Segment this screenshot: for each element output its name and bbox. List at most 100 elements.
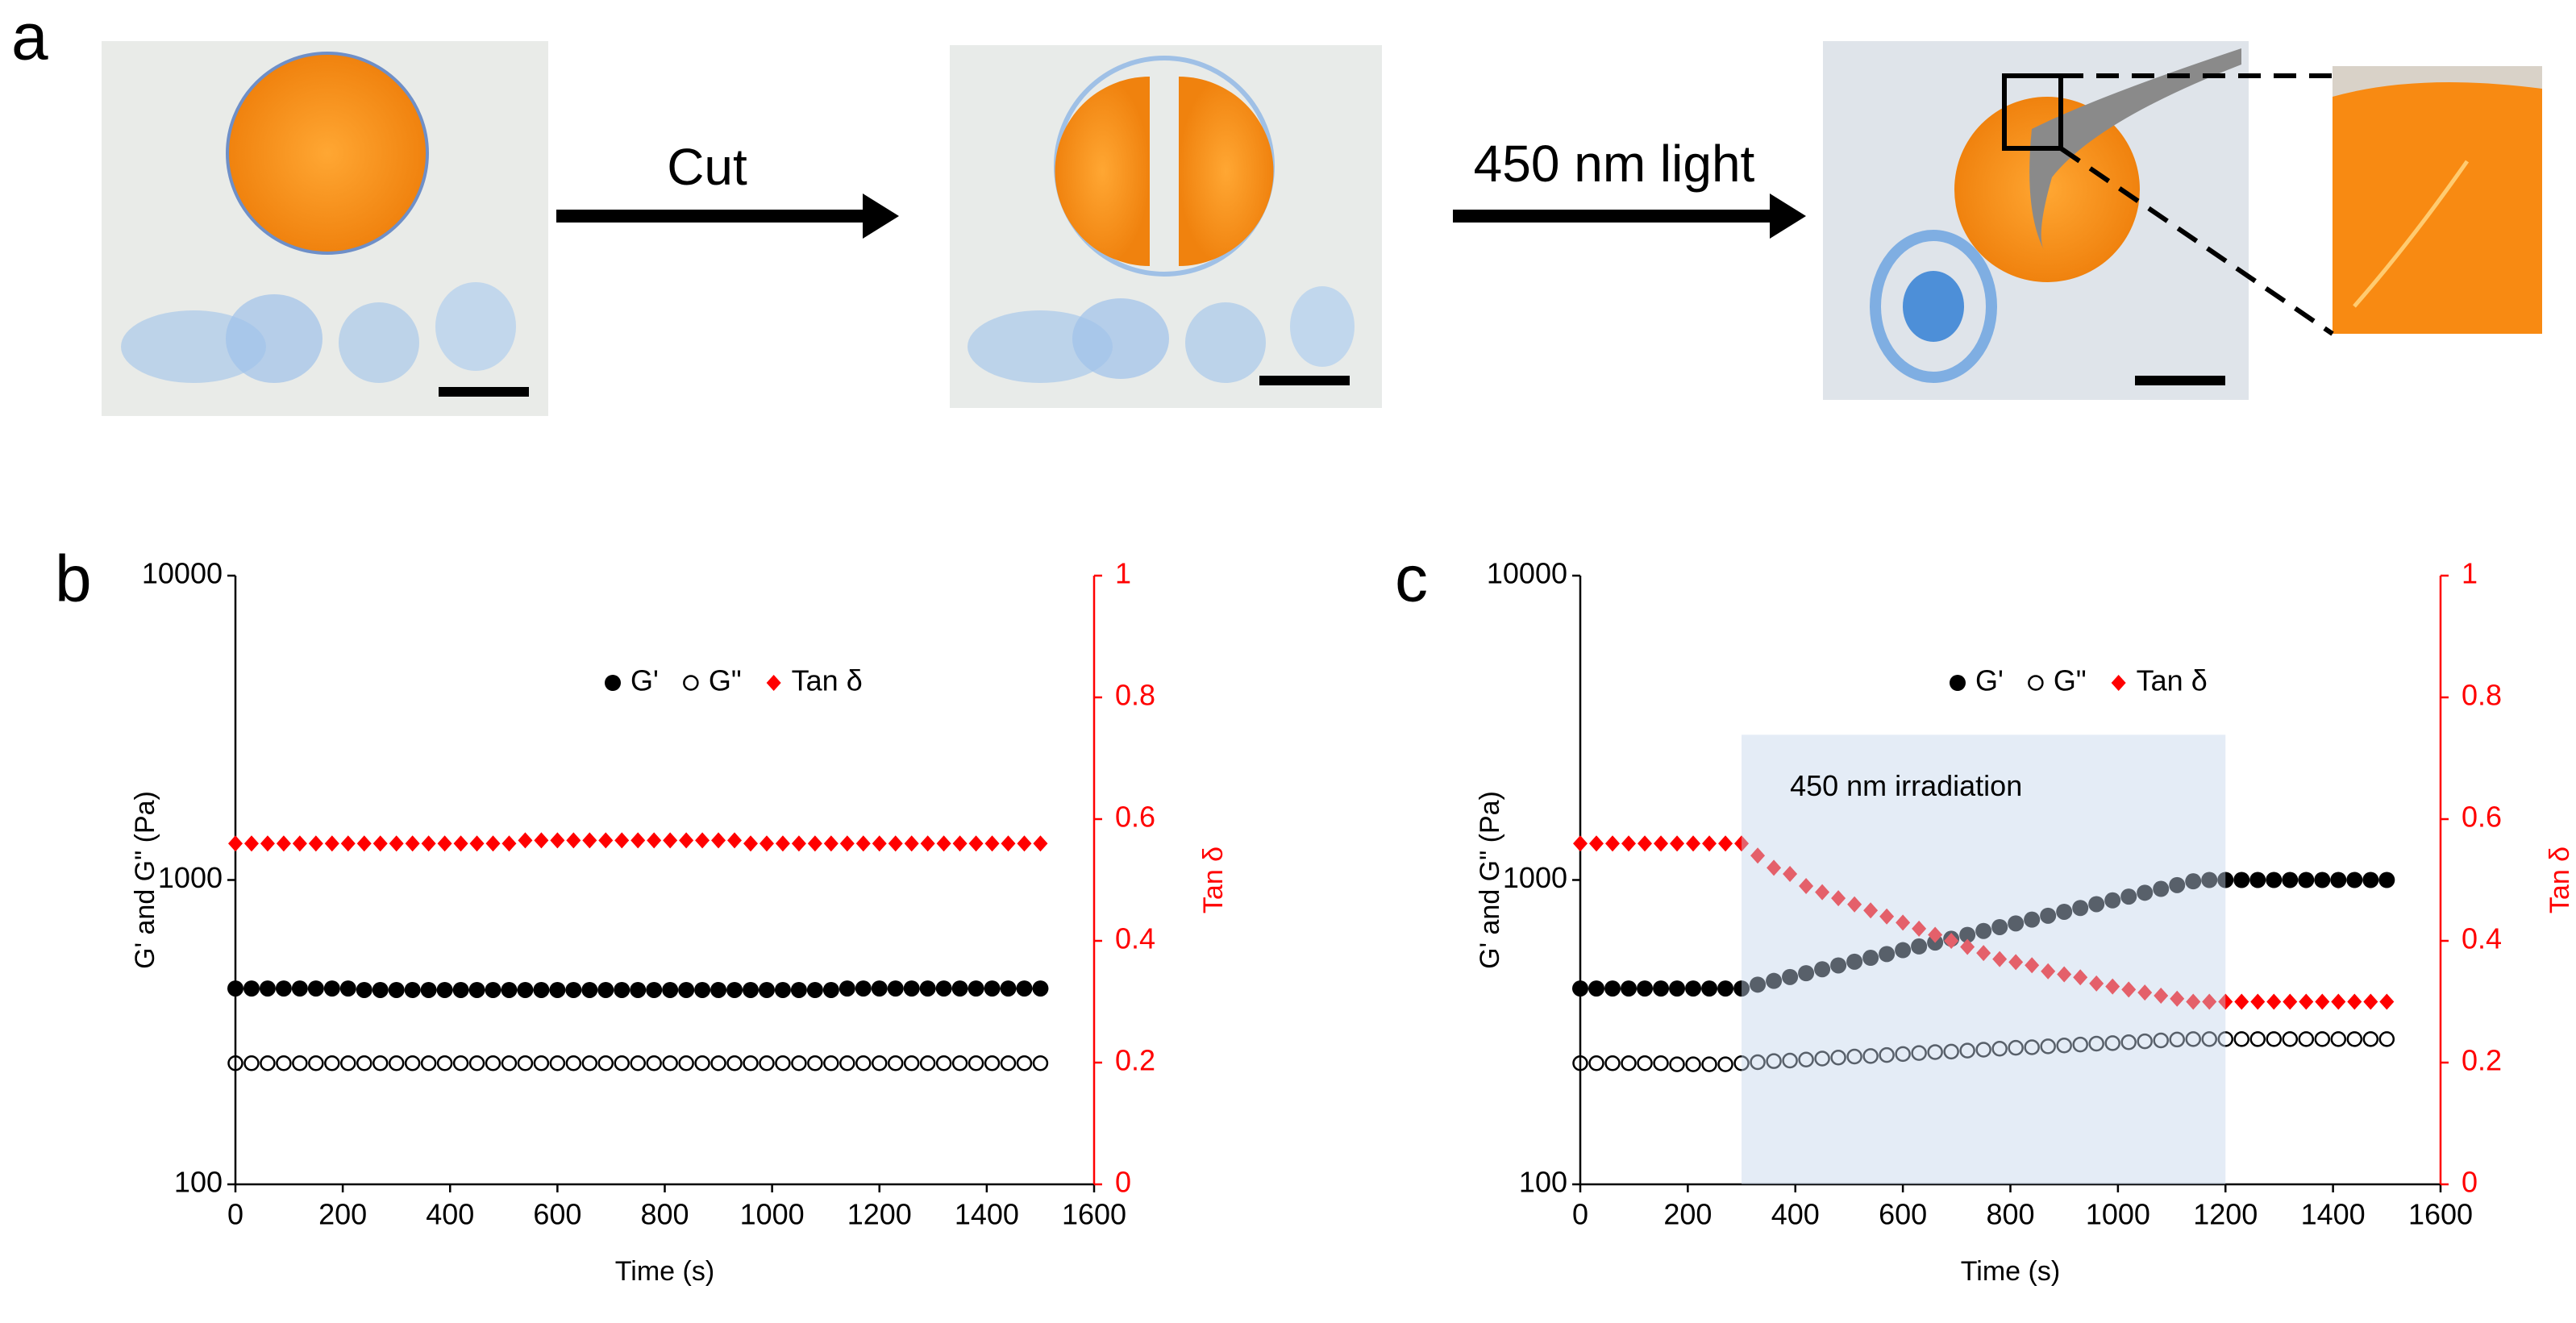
data-point (501, 1055, 518, 1071)
data-point (695, 832, 710, 849)
y-tick-label: 100 (1519, 1166, 1567, 1199)
data-point (2282, 872, 2299, 888)
data-point (518, 832, 533, 849)
data-point (951, 980, 968, 997)
data-point (1734, 835, 1750, 852)
data-point (2154, 987, 2169, 1004)
data-point (597, 981, 614, 998)
data-point (565, 1055, 582, 1071)
data-point (2056, 1037, 2072, 1054)
data-point (1686, 835, 1701, 852)
data-point (1589, 835, 1604, 852)
data-point (2315, 993, 2330, 1010)
data-point (2233, 1031, 2250, 1047)
data-point (1814, 1050, 1830, 1067)
data-point (855, 835, 871, 852)
x-tick-label: 0 (227, 1198, 243, 1231)
data-point (1621, 980, 1638, 997)
data-point (952, 835, 968, 852)
data-point (2088, 896, 2105, 913)
data-point (550, 832, 565, 849)
x-tick-label: 200 (1663, 1198, 1712, 1231)
data-point (1960, 938, 1975, 955)
data-point (887, 1055, 904, 1071)
data-point (1733, 1055, 1750, 1071)
y-axis-title: G' and G" (Pa) (130, 791, 160, 969)
y2-tick-label: 0 (1115, 1166, 1131, 1199)
data-point (984, 1055, 1001, 1071)
data-point (791, 835, 806, 852)
data-point (662, 981, 679, 998)
data-point (1717, 1056, 1733, 1072)
data-point (2201, 1031, 2217, 1047)
data-point (372, 981, 389, 998)
data-point (372, 835, 388, 852)
data-point (2330, 1031, 2347, 1047)
legend-label: G" (709, 664, 742, 697)
x-tick-label: 400 (426, 1198, 474, 1231)
panel-label: a (11, 1, 48, 74)
data-point (904, 835, 919, 852)
data-point (2120, 1034, 2137, 1050)
data-point (968, 980, 984, 997)
data-point (2040, 1038, 2056, 1055)
data-point (1766, 972, 1783, 989)
data-point (1959, 926, 1976, 943)
data-point (1033, 835, 1048, 852)
data-point (1750, 976, 1767, 993)
data-point (276, 835, 291, 852)
data-point (404, 1055, 421, 1071)
data-point (2153, 880, 2170, 897)
data-point (2266, 993, 2282, 1010)
y2-tick-label: 0.4 (2462, 922, 2502, 955)
data-point (533, 981, 550, 998)
data-point (1701, 1056, 1717, 1072)
data-point (1943, 1043, 1959, 1060)
data-point (339, 980, 356, 997)
data-point (534, 832, 549, 849)
y-axis-title: G' and G" (Pa) (1475, 791, 1505, 969)
data-point (2153, 1032, 2169, 1049)
data-point (791, 1055, 807, 1071)
data-point (2008, 915, 2025, 932)
data-point (1976, 945, 1991, 962)
data-point (872, 1055, 888, 1071)
data-point (855, 1055, 872, 1071)
data-point (2249, 1031, 2266, 1047)
data-point (421, 835, 436, 852)
data-point (743, 981, 759, 998)
y-tick-label: 1000 (1503, 861, 1567, 894)
data-point (324, 1055, 340, 1071)
data-point (1911, 1045, 1927, 1061)
data-point (1831, 890, 1846, 907)
data-point (276, 1055, 292, 1071)
data-point (679, 832, 694, 849)
data-point (1685, 1056, 1701, 1072)
x-axis-title: Time (s) (1961, 1256, 2060, 1287)
data-point (919, 980, 936, 997)
data-point (1604, 1055, 1621, 1071)
data-point (259, 980, 276, 997)
data-point (2299, 993, 2314, 1010)
data-point (356, 835, 372, 852)
data-point (839, 835, 855, 852)
data-point (2041, 963, 2056, 980)
data-point (1588, 980, 1605, 997)
data-point (646, 981, 663, 998)
data-point (2185, 873, 2202, 890)
data-point (1798, 965, 1815, 982)
data-point (2234, 993, 2249, 1010)
data-point (1766, 1053, 1782, 1069)
data-point (1670, 835, 1685, 852)
data-point (2282, 1031, 2299, 1047)
data-point (984, 835, 1000, 852)
y2-tick-label: 0.6 (1115, 801, 1155, 834)
y2-tick-label: 0.2 (1115, 1044, 1155, 1077)
data-point (775, 1055, 791, 1071)
data-point (823, 1055, 839, 1071)
data-point (855, 980, 872, 997)
data-point (275, 980, 292, 997)
data-point (291, 980, 308, 997)
data-point (935, 980, 952, 997)
data-point (2008, 1039, 2024, 1056)
